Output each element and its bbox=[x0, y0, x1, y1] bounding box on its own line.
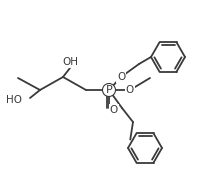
Text: OH: OH bbox=[62, 57, 78, 67]
Circle shape bbox=[102, 84, 116, 97]
Text: O: O bbox=[126, 85, 134, 95]
Text: P: P bbox=[106, 85, 112, 95]
Text: O: O bbox=[117, 72, 125, 82]
Text: HO: HO bbox=[6, 95, 22, 105]
Text: O: O bbox=[110, 105, 118, 115]
